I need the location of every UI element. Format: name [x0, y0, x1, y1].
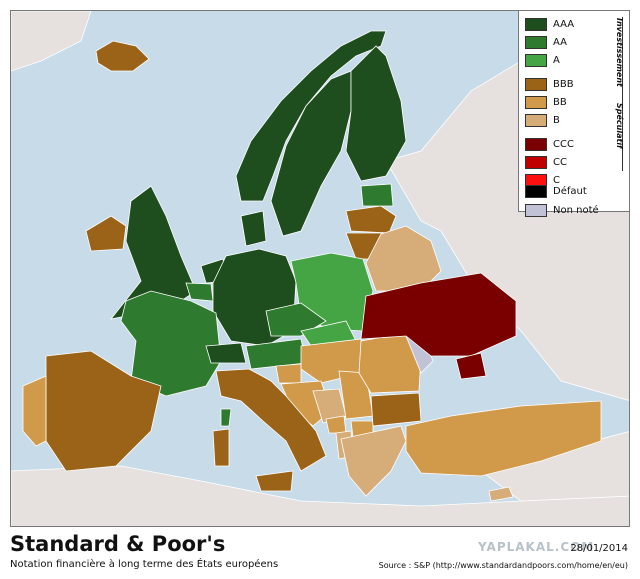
legend-group-investment: Investissement — [615, 18, 624, 87]
legend-swatch — [525, 184, 547, 198]
legend-label: CC — [553, 156, 567, 168]
legend-item: A — [525, 53, 560, 67]
country-crimea — [455, 352, 487, 380]
legend-item: BB — [525, 95, 567, 109]
legend-swatch — [525, 35, 547, 49]
legend-label: B — [553, 114, 560, 126]
land-north-africa — [11, 465, 629, 526]
legend-swatch — [525, 203, 547, 217]
country-slovenia — [275, 363, 302, 384]
legend-swatch — [525, 137, 547, 151]
date-label: 28/01/2014 — [570, 543, 628, 554]
legend-label: CCC — [553, 138, 574, 150]
country-portugal — [22, 375, 47, 447]
country-ireland — [85, 215, 127, 252]
legend-label: BBB — [553, 78, 574, 90]
land-greenland-iceland — [11, 11, 92, 72]
legend-item: BBB — [525, 77, 574, 91]
legend-label: AA — [553, 36, 567, 48]
country-italy — [215, 368, 327, 472]
legend-item: Défaut — [525, 184, 587, 198]
country-bulgaria — [370, 392, 422, 427]
legend-swatch — [525, 155, 547, 169]
country-montenegro — [325, 415, 347, 434]
country-estonia — [360, 183, 394, 207]
legend-item: Non noté — [525, 203, 599, 217]
legend-swatch — [525, 17, 547, 31]
legend-label: C — [553, 174, 560, 186]
legend-swatch — [525, 95, 547, 109]
country-norway — [235, 30, 387, 202]
country-sardinia — [212, 428, 230, 467]
country-cyprus — [488, 486, 514, 502]
country-sicily — [255, 470, 294, 492]
legend-item: B — [525, 113, 560, 127]
country-denmark — [240, 210, 267, 247]
country-finland — [345, 45, 407, 182]
legend-label: Non noté — [553, 204, 599, 216]
country-switzerland — [205, 342, 247, 364]
page-title: Standard & Poor's — [10, 532, 226, 556]
legend: AAA AA A BBB BB B CCC CC C Défaut Non noté Investi… — [518, 11, 629, 217]
country-greece — [340, 425, 407, 497]
legend-swatch — [525, 53, 547, 67]
country-corsica — [220, 408, 232, 427]
country-ukraine — [360, 272, 517, 357]
legend-item: AAA — [525, 17, 574, 31]
country-belgium — [185, 282, 214, 302]
legend-label: Défaut — [553, 185, 587, 197]
watermark: YAPLAKAL.COM — [478, 540, 595, 554]
legend-brace-investment — [616, 17, 623, 107]
legend-item: AA — [525, 35, 567, 49]
europe-map — [11, 11, 629, 526]
legend-swatch — [525, 77, 547, 91]
legend-brace-speculative — [616, 103, 623, 171]
country-iceland — [95, 40, 150, 72]
country-france — [120, 290, 222, 397]
country-turkey — [405, 400, 602, 477]
country-latvia — [345, 205, 397, 234]
legend-label: AAA — [553, 18, 575, 30]
legend-item: CC — [525, 155, 567, 169]
legend-item: C — [525, 173, 560, 187]
legend-group-speculative: Spéculatif — [615, 103, 624, 149]
rated-countries — [22, 30, 602, 502]
source-label: Source : S&P (http://www.standardandpoor… — [378, 561, 628, 570]
page-subtitle: Notation financière à long terme des Éta… — [10, 559, 279, 570]
legend-swatch — [525, 113, 547, 127]
legend-label: BB — [553, 96, 567, 108]
legend-item: CCC — [525, 137, 574, 151]
legend-label: A — [553, 54, 560, 66]
